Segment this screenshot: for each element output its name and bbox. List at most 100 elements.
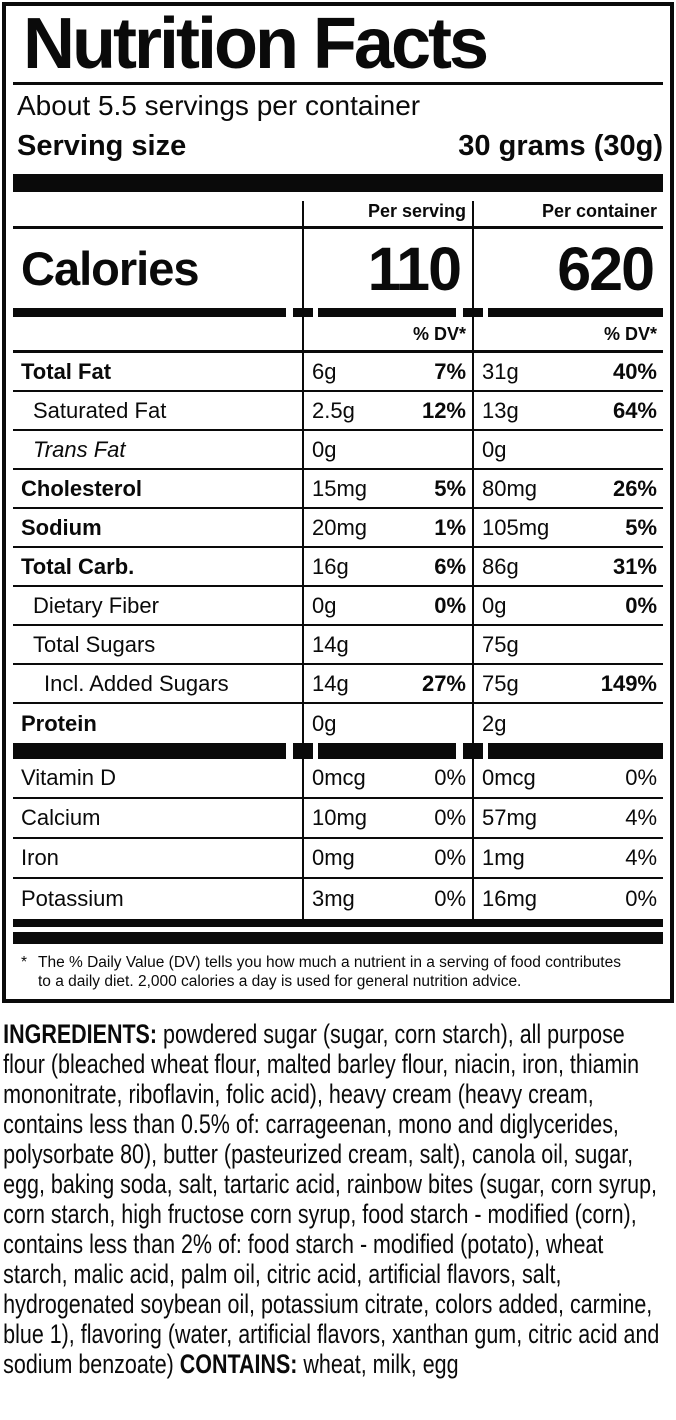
- per-serving-amount: 16g: [312, 553, 349, 579]
- vitamin-name-cell: Potassium: [13, 879, 302, 919]
- vitamin-name: Iron: [21, 845, 59, 870]
- per-container-dv: 64%: [612, 397, 657, 423]
- per-serving-amount: 14g: [312, 631, 349, 657]
- per-serving-dv: 6%: [434, 553, 466, 579]
- per-serving-amount: 20mg: [312, 514, 368, 540]
- vitamin-row: Vitamin D 0mcg 0% 0mcg 0%: [13, 759, 663, 799]
- per-container-dv: 31%: [612, 553, 657, 579]
- calories-per-serving-value: 110: [302, 229, 472, 308]
- per-serving-dv: 1%: [434, 514, 466, 540]
- nutrient-row: Incl. Added Sugars 14g 27% 75g 149%: [13, 665, 663, 704]
- nutrient-name: Total Carb.: [21, 553, 135, 579]
- page: Nutrition Facts About 5.5 servings per c…: [0, 2, 676, 1379]
- vitamin-name-cell: Calcium: [13, 799, 302, 837]
- nutrient-name-cell: Total Fat: [13, 353, 302, 390]
- per-container-amount: 31g: [482, 358, 519, 384]
- per-serving-cell: 10mg 0%: [302, 799, 472, 837]
- bottom-separator-bar-1: [13, 919, 663, 927]
- per-container-cell: 105mg 5%: [472, 509, 663, 546]
- label-title: Nutrition Facts: [23, 4, 489, 84]
- per-serving-cell: 14g 27%: [302, 665, 472, 702]
- nutrient-row: Protein 0g 2g: [13, 704, 663, 743]
- per-container-amount: 0mcg: [482, 765, 536, 790]
- calories-label: Calories: [21, 242, 199, 295]
- nutrient-name: Protein: [21, 710, 97, 736]
- per-container-cell: 57mg 4%: [472, 799, 663, 837]
- bar-segment: [463, 743, 663, 759]
- calories-per-container-value: 620: [472, 229, 663, 308]
- per-container-cell: 16mg 0%: [472, 879, 663, 919]
- bar-segment-fill: [488, 743, 663, 759]
- bar-segment: [13, 308, 302, 317]
- nutrient-row: Total Carb. 16g 6% 86g 31%: [13, 548, 663, 587]
- nutrient-row: Cholesterol 15mg 5% 80mg 26%: [13, 470, 663, 509]
- dv-header-spacer: [13, 317, 302, 350]
- ingredients-text: powdered sugar (sugar, corn starch), all…: [3, 1019, 660, 1379]
- nutrient-name-cell: Dietary Fiber: [13, 587, 302, 624]
- per-serving-dv: 5%: [434, 475, 466, 501]
- vitamin-name: Potassium: [21, 886, 124, 911]
- nutrient-name: Cholesterol: [21, 475, 143, 501]
- per-serving-cell: 0mcg 0%: [302, 759, 472, 797]
- per-container-cell: 75g: [472, 626, 663, 663]
- per-serving-dv: 0%: [434, 886, 466, 911]
- bar-segment-fill: [13, 743, 286, 759]
- nutrient-row: Dietary Fiber 0g 0% 0g 0%: [13, 587, 663, 626]
- ingredients-paragraph: INGREDIENTS: powdered sugar (sugar, corn…: [0, 1019, 672, 1379]
- per-container-amount: 57mg: [482, 805, 538, 830]
- per-container-dv: 26%: [612, 475, 657, 501]
- per-serving-cell: 3mg 0%: [302, 879, 472, 919]
- vitamin-row: Calcium 10mg 0% 57mg 4%: [13, 799, 663, 839]
- per-serving-cell: 0mg 0%: [302, 839, 472, 877]
- bar-segment-fill: [318, 308, 456, 317]
- nutrient-name-cell: Saturated Fat: [13, 392, 302, 429]
- per-container-cell: 86g 31%: [472, 548, 663, 585]
- vitamin-row: Potassium 3mg 0% 16mg 0%: [13, 879, 663, 919]
- per-container-cell: 2g: [472, 704, 663, 743]
- title-rule: [13, 82, 663, 85]
- per-container-dv: 5%: [625, 514, 657, 540]
- per-container-dv: 40%: [612, 358, 657, 384]
- footnote-line-2: to a daily diet. 2,000 calories a day is…: [38, 973, 522, 990]
- vitamin-name-cell: Vitamin D: [13, 759, 302, 797]
- nutrient-name-cell: Protein: [13, 704, 302, 743]
- nutrient-name-cell: Total Sugars: [13, 626, 302, 663]
- per-container-amount: 16mg: [482, 886, 538, 911]
- per-container-dv-header: % DV*: [472, 317, 663, 350]
- per-container-cell: 75g 149%: [472, 665, 663, 702]
- per-container-amount: 75g: [482, 631, 519, 657]
- nutrient-name: Incl. Added Sugars: [44, 670, 229, 696]
- nutrient-name-cell: Sodium: [13, 509, 302, 546]
- per-serving-cell: 0g 0%: [302, 587, 472, 624]
- footnote-line-1: The % Daily Value (DV) tells you how muc…: [38, 954, 621, 971]
- servings-per-container: About 5.5 servings per container: [17, 90, 421, 121]
- per-serving-cell: 0g: [302, 704, 472, 743]
- per-serving-dv: 0%: [434, 805, 466, 830]
- bar-segment: [13, 743, 302, 759]
- per-container-column-header: Per container: [472, 201, 663, 226]
- per-serving-dv: 7%: [434, 358, 466, 384]
- serving-size-value: 30 grams (30g): [458, 130, 663, 162]
- per-serving-cell: 6g 7%: [302, 353, 472, 390]
- per-serving-amount: 10mg: [312, 805, 368, 830]
- per-container-amount: 0g: [482, 436, 507, 462]
- per-serving-amount: 0g: [312, 436, 337, 462]
- bar-segment: [293, 308, 472, 317]
- per-container-amount: 0g: [482, 592, 507, 618]
- nutrient-row: Total Sugars 14g 75g: [13, 626, 663, 665]
- per-serving-cell: 2.5g 12%: [302, 392, 472, 429]
- per-container-dv: 0%: [625, 765, 657, 790]
- contains-label: CONTAINS:: [179, 1349, 298, 1379]
- nutrient-name: Sodium: [21, 514, 102, 540]
- bar-segment: [293, 743, 472, 759]
- daily-value-header-row: % DV* % DV*: [13, 317, 663, 353]
- per-serving-amount: 6g: [312, 358, 337, 384]
- per-container-cell: 80mg 26%: [472, 470, 663, 507]
- vitamin-name-cell: Iron: [13, 839, 302, 877]
- nutrient-name: Trans Fat: [33, 436, 126, 462]
- per-container-cell: 31g 40%: [472, 353, 663, 390]
- calories-separator-bar: [13, 308, 663, 317]
- footnote-marker: *: [21, 954, 28, 971]
- ingredients-label: INGREDIENTS:: [3, 1019, 158, 1049]
- vitamin-name: Vitamin D: [21, 765, 116, 790]
